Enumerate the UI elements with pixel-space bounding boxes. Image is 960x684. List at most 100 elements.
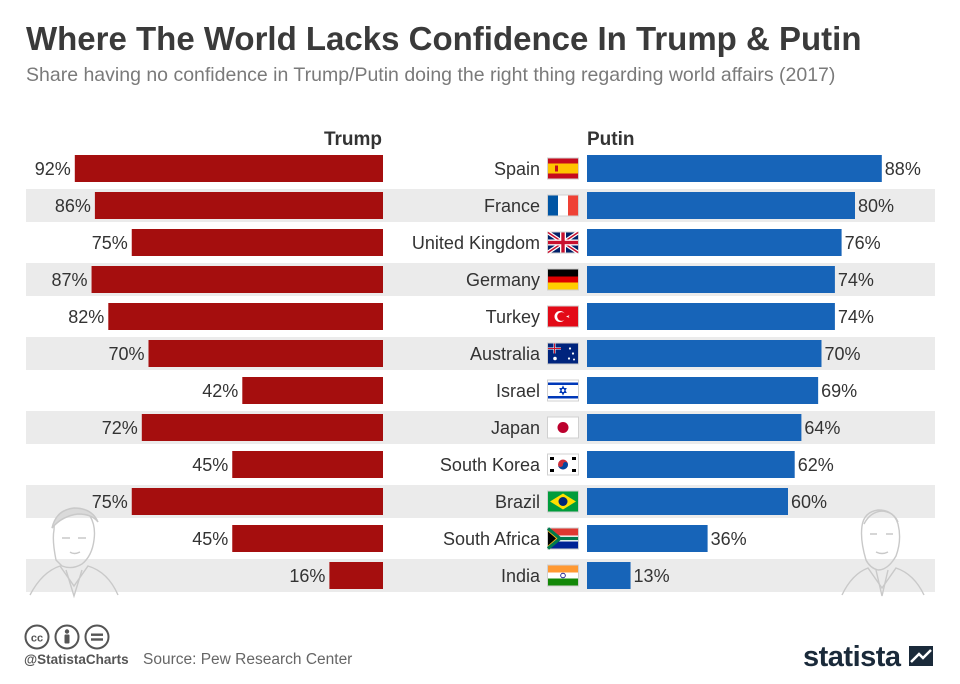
putin-value-label: 60% (791, 492, 827, 512)
flag-south-korea-icon (547, 453, 579, 476)
no-derivatives-icon (84, 624, 110, 650)
putin-value-label: 70% (825, 344, 861, 364)
flag-uk-icon (546, 230, 580, 255)
trump-bar (329, 562, 383, 589)
country-label: Turkey (486, 307, 540, 327)
statista-logo-text: statista (803, 641, 902, 673)
trump-bar (141, 414, 383, 441)
country-label: Australia (470, 344, 541, 364)
trump-bar (242, 377, 383, 404)
trump-value-label: 70% (108, 344, 144, 364)
putin-bar (587, 562, 631, 589)
putin-bar (587, 377, 819, 404)
putin-value-label: 69% (821, 381, 857, 401)
putin-value-label: 88% (885, 159, 921, 179)
trump-bar (131, 488, 383, 515)
flag-israel-icon (547, 379, 579, 402)
table-row: 45% 36% South Africa (192, 525, 747, 552)
svg-text:cc: cc (31, 633, 43, 645)
country-label: Israel (496, 381, 540, 401)
country-label: India (501, 566, 541, 586)
table-row: 45% 62% South Korea (192, 451, 834, 478)
country-label: South Africa (443, 529, 541, 549)
trump-value-label: 87% (52, 270, 88, 290)
putin-bar (587, 266, 835, 293)
putin-bar (587, 525, 708, 552)
country-label: Spain (494, 159, 540, 179)
country-label: Japan (491, 418, 540, 438)
footer-source: Source: Pew Research Center (143, 651, 353, 668)
trump-bar (108, 303, 384, 330)
table-row: 75% 76% United Kingdom (92, 229, 881, 256)
putin-value-label: 74% (838, 307, 874, 327)
chart-rows: 92% 88% Spain 86% 80% France 75% 76% United King… (35, 155, 921, 589)
putin-column-header: Putin (587, 129, 635, 150)
putin-bar (587, 414, 802, 441)
table-row: 42% 69% Israel (202, 377, 857, 404)
table-row: 87% 74% Germany (52, 266, 874, 293)
trump-column-header: Trump (324, 129, 382, 150)
trump-value-label: 92% (35, 159, 71, 179)
country-label: Germany (466, 270, 540, 290)
table-row: 92% 88% Spain (35, 155, 921, 182)
putin-value-label: 62% (798, 455, 834, 475)
putin-bar (587, 451, 795, 478)
flag-brazil-icon (547, 490, 579, 513)
country-label: Brazil (495, 492, 540, 512)
table-row: 82% 74% Turkey (68, 303, 874, 330)
table-row: 72% 64% Japan (102, 414, 840, 441)
trump-bar (91, 266, 384, 293)
trump-portrait-icon (29, 507, 119, 599)
trump-bar (94, 192, 384, 219)
trump-bar (131, 229, 383, 256)
flag-spain-icon (547, 157, 579, 180)
table-row: 70% 70% Australia (108, 340, 861, 367)
chart-title: Where The World Lacks Confidence In Trum… (26, 20, 862, 57)
trump-value-label: 45% (192, 529, 228, 549)
trump-bar (232, 451, 383, 478)
flag-south-africa-icon (546, 527, 579, 550)
country-label: France (484, 196, 540, 216)
putin-bar (587, 192, 855, 219)
putin-value-label: 64% (804, 418, 840, 438)
trump-bar (74, 155, 384, 182)
attribution-icon (54, 624, 80, 650)
row-stripe (26, 559, 935, 592)
trump-value-label: 86% (55, 196, 91, 216)
trump-value-label: 72% (102, 418, 138, 438)
country-label: United Kingdom (412, 233, 540, 253)
license-icons: cc (24, 624, 124, 655)
putin-bar (587, 155, 882, 182)
putin-portrait-icon (841, 509, 925, 597)
footer-handle: @StatistaCharts (24, 652, 129, 667)
table-row: 86% 80% France (55, 192, 894, 219)
trump-value-label: 16% (289, 566, 325, 586)
table-row: 75% 60% Brazil (92, 488, 827, 515)
cc-icon: cc (24, 624, 50, 650)
trump-bar (148, 340, 383, 367)
putin-value-label: 74% (838, 270, 874, 290)
putin-value-label: 36% (711, 529, 747, 549)
chart-subtitle: Share having no confidence in Trump/Puti… (26, 64, 836, 86)
trump-bar (232, 525, 383, 552)
flag-france-icon (547, 194, 579, 217)
trump-value-label: 82% (68, 307, 104, 327)
putin-bar (587, 488, 788, 515)
flag-india-icon (547, 564, 579, 587)
trump-value-label: 75% (92, 492, 128, 512)
trump-value-label: 75% (92, 233, 128, 253)
putin-value-label: 80% (858, 196, 894, 216)
trump-value-label: 42% (202, 381, 238, 401)
flag-turkey-icon (547, 305, 579, 328)
table-row: 16% 13% India (289, 562, 670, 589)
trump-value-label: 45% (192, 455, 228, 475)
statista-logo: statista (803, 638, 938, 679)
country-label: South Korea (440, 455, 541, 475)
putin-bar (587, 229, 842, 256)
statista-logo-mark-icon (909, 646, 933, 666)
putin-value-label: 76% (845, 233, 881, 253)
putin-bar (587, 340, 822, 367)
flag-germany-icon (547, 268, 579, 291)
flag-japan-icon (547, 416, 579, 439)
